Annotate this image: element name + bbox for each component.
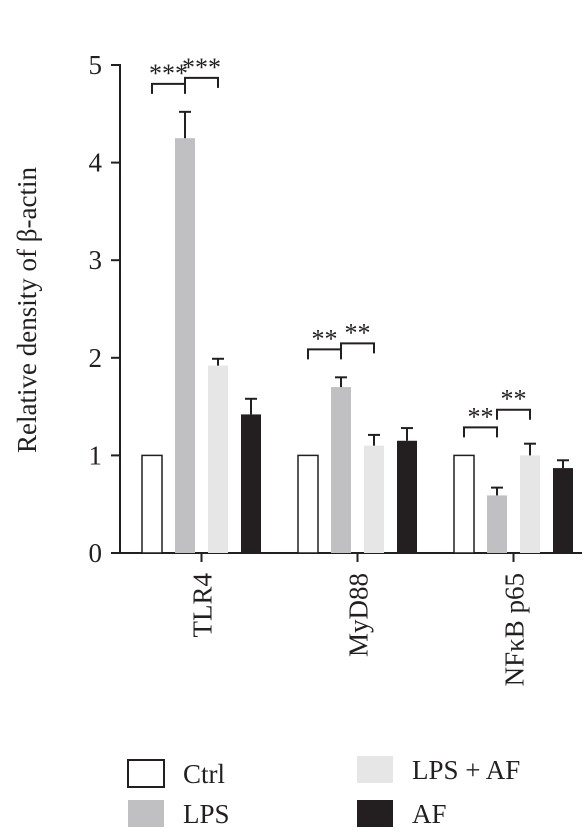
- significance-label: **: [312, 324, 338, 353]
- significance-bracket: [184, 76, 219, 88]
- y-tick-label: 1: [89, 440, 103, 470]
- bar: [141, 454, 163, 554]
- y-axis-label: Relative density of β-actin: [12, 167, 42, 453]
- bar: [241, 414, 261, 553]
- y-tick-label: 3: [89, 245, 103, 275]
- significance-bracket: [151, 82, 186, 94]
- bar: [297, 454, 319, 554]
- significance-bracket: [307, 348, 342, 360]
- legend: Ctrl LPS + AF LPS AF: [127, 755, 520, 829]
- significance-label: **: [468, 402, 494, 431]
- bar: [364, 445, 384, 553]
- axes: 0 1 2 3 4 5 TLR4 MyD88 NFκB p65: [89, 50, 582, 686]
- legend-swatch: [128, 800, 164, 827]
- significance-label: **: [345, 318, 371, 347]
- y-tick-label: 0: [89, 538, 103, 568]
- bar: [553, 468, 573, 553]
- legend-swatch: [127, 759, 165, 788]
- bar: [208, 365, 228, 553]
- x-tick-label: NFκB p65: [500, 573, 530, 686]
- significance-bracket: [496, 408, 531, 420]
- y-tick-label: 4: [89, 148, 103, 178]
- legend-label: LPS: [183, 799, 230, 829]
- bar: [453, 454, 475, 554]
- bar: [487, 495, 507, 553]
- x-tick-label: TLR4: [188, 573, 218, 638]
- bar: [520, 455, 540, 553]
- y-tick-label: 2: [89, 343, 103, 373]
- legend-swatch: [357, 756, 393, 783]
- x-tick-label: MyD88: [344, 573, 374, 657]
- significance-bracket: [463, 426, 498, 438]
- legend-swatch: [357, 800, 393, 827]
- bars: [141, 110, 573, 554]
- significance-bracket: [340, 342, 375, 354]
- significance-label: **: [501, 385, 527, 414]
- bar: [397, 440, 417, 553]
- bar: [331, 387, 351, 553]
- significance-label: ***: [182, 53, 221, 82]
- significance-brackets: ******** ******: [149, 53, 531, 438]
- legend-label: LPS + AF: [412, 755, 520, 785]
- y-tick-label: 5: [89, 50, 103, 80]
- legend-label: AF: [412, 799, 447, 829]
- legend-label: Ctrl: [183, 759, 225, 789]
- bar: [175, 138, 195, 553]
- significance-label: ***: [149, 59, 188, 88]
